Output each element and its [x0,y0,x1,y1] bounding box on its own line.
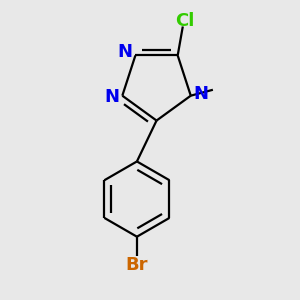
Text: Cl: Cl [175,12,194,30]
Text: N: N [193,85,208,103]
Text: Br: Br [126,256,148,274]
Text: N: N [104,88,119,106]
Text: N: N [117,43,132,61]
